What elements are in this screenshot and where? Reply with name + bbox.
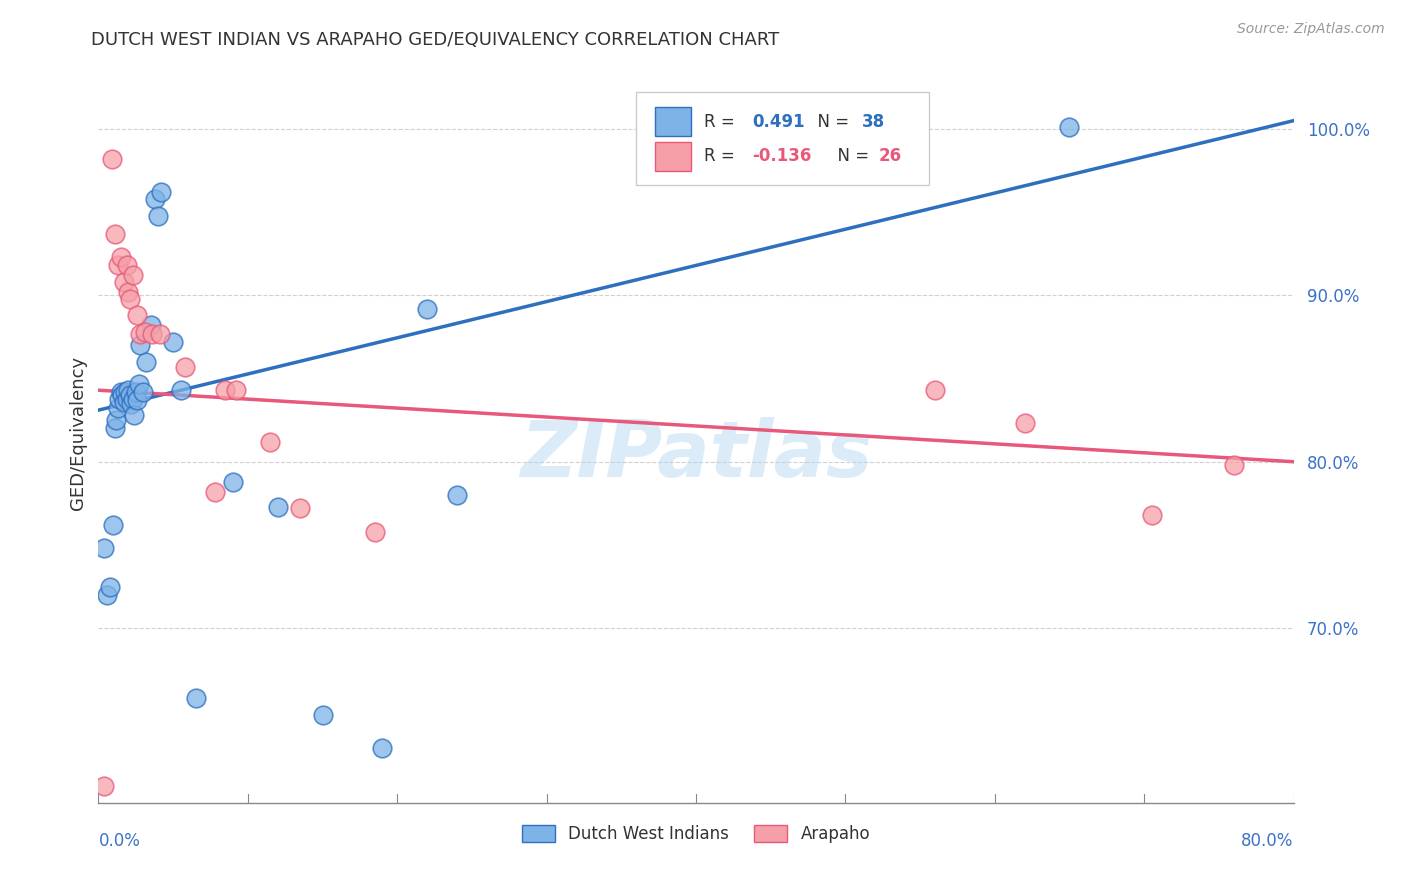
Point: [120, 396, 142, 410]
Point: [110, 250, 132, 264]
Text: R =: R =: [704, 147, 741, 165]
Text: 0.0%: 0.0%: [98, 832, 141, 850]
Point: [134, 325, 156, 339]
Point: [924, 383, 946, 397]
Point: [105, 413, 128, 427]
Point: [124, 408, 146, 422]
Point: [364, 524, 387, 539]
Point: [1223, 458, 1246, 472]
Point: [446, 488, 468, 502]
Point: [149, 326, 172, 341]
Text: 0.491: 0.491: [752, 112, 804, 130]
Point: [129, 338, 152, 352]
Text: DUTCH WEST INDIAN VS ARAPAHO GED/EQUIVALENCY CORRELATION CHART: DUTCH WEST INDIAN VS ARAPAHO GED/EQUIVAL…: [91, 31, 780, 49]
Point: [1059, 120, 1081, 135]
Point: [118, 388, 141, 402]
Text: 38: 38: [862, 112, 886, 130]
Point: [311, 707, 333, 722]
Point: [104, 421, 127, 435]
Point: [139, 318, 162, 333]
Point: [204, 484, 226, 499]
Point: [104, 227, 127, 241]
Point: [103, 518, 125, 533]
Y-axis label: GED/Equivalency: GED/Equivalency: [69, 356, 87, 509]
Point: [150, 185, 173, 199]
Point: [101, 152, 124, 166]
Point: [121, 268, 143, 283]
Text: -0.136: -0.136: [752, 147, 811, 165]
Point: [1140, 508, 1163, 522]
Point: [184, 690, 207, 705]
Point: [127, 393, 149, 408]
Point: [129, 326, 152, 341]
Text: ZIPatlas: ZIPatlas: [520, 417, 872, 493]
FancyBboxPatch shape: [655, 107, 692, 136]
Point: [118, 292, 141, 306]
Point: [114, 384, 136, 399]
Point: [115, 392, 138, 406]
Point: [225, 383, 247, 397]
FancyBboxPatch shape: [637, 92, 929, 185]
Point: [108, 392, 131, 406]
Text: N =: N =: [827, 147, 875, 165]
Point: [148, 209, 170, 223]
Point: [111, 388, 134, 402]
Point: [288, 501, 311, 516]
Text: 80.0%: 80.0%: [1241, 832, 1294, 850]
Point: [127, 309, 149, 323]
Point: [259, 434, 281, 449]
Point: [162, 334, 184, 349]
Text: N =: N =: [807, 112, 855, 130]
Point: [96, 588, 118, 602]
Point: [135, 355, 157, 369]
Point: [132, 384, 155, 399]
Point: [174, 359, 197, 374]
Point: [121, 392, 143, 406]
Point: [141, 326, 163, 341]
Text: Source: ZipAtlas.com: Source: ZipAtlas.com: [1237, 22, 1385, 37]
Point: [125, 384, 148, 399]
Point: [371, 740, 394, 755]
Point: [93, 779, 115, 793]
Point: [98, 580, 122, 594]
Point: [107, 259, 129, 273]
Text: R =: R =: [704, 112, 741, 130]
Point: [267, 500, 290, 514]
Point: [169, 383, 191, 397]
Legend: Dutch West Indians, Arapaho: Dutch West Indians, Arapaho: [515, 819, 877, 850]
Point: [117, 285, 139, 299]
FancyBboxPatch shape: [655, 142, 692, 171]
Point: [93, 541, 115, 556]
Point: [1014, 417, 1036, 431]
Point: [117, 383, 139, 397]
Point: [214, 383, 236, 397]
Point: [112, 275, 135, 289]
Point: [416, 301, 439, 316]
Point: [112, 394, 135, 409]
Point: [143, 192, 166, 206]
Point: [110, 384, 132, 399]
Point: [107, 401, 129, 416]
Text: 26: 26: [879, 147, 901, 165]
Point: [128, 376, 150, 391]
Point: [222, 475, 245, 489]
Point: [115, 259, 138, 273]
